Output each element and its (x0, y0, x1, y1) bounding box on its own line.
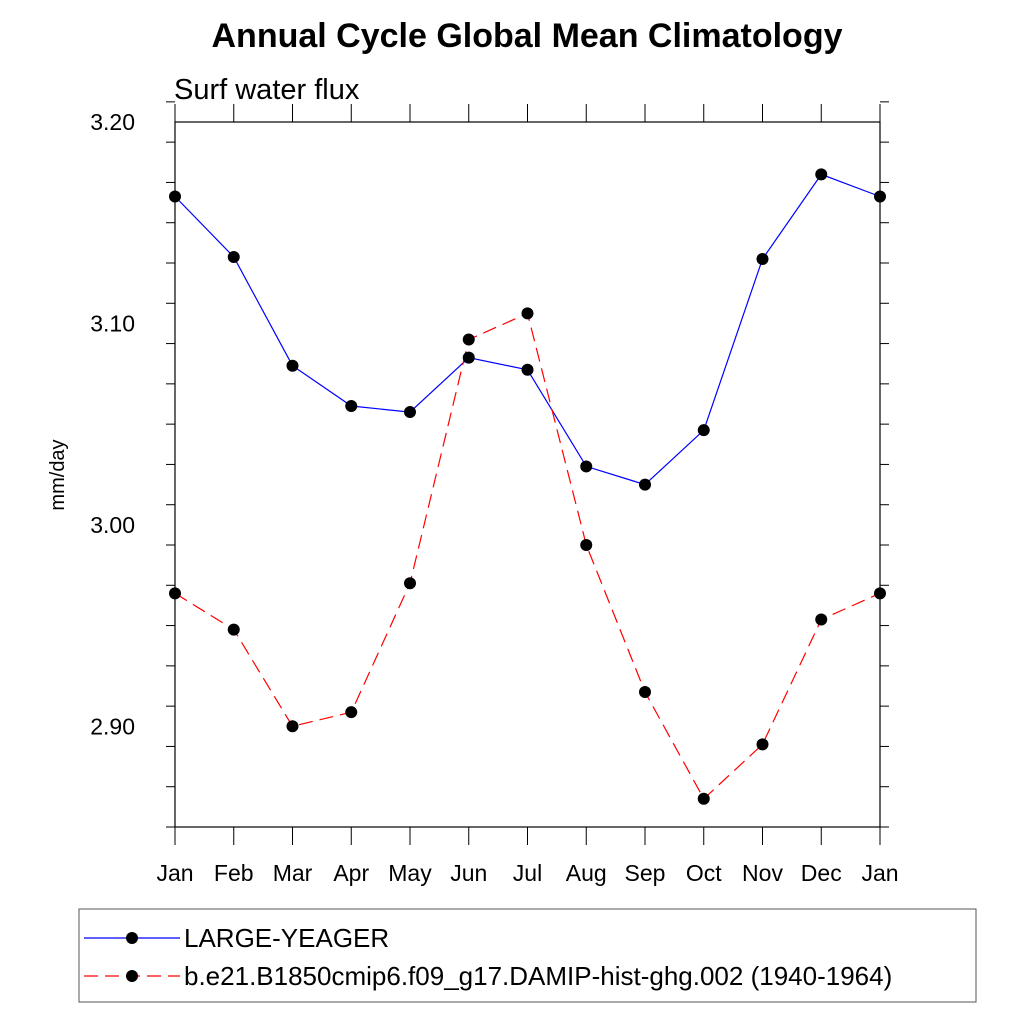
series-2-point (756, 738, 769, 751)
series-1-point (697, 424, 710, 437)
legend-entries: LARGE-YEAGER b.e21.B1850cmip6.f09_g17.DAM… (84, 923, 892, 991)
x-tick-label: Nov (742, 860, 783, 886)
series-2-point (345, 706, 358, 719)
series-2-point (169, 587, 181, 600)
y-tick-label: 3.00 (90, 512, 135, 538)
x-tick-label: Sep (625, 860, 666, 886)
series-1-point (286, 359, 299, 372)
y-tick-label: 2.90 (90, 713, 135, 739)
series-markers (169, 168, 886, 805)
series-1-point (639, 478, 651, 491)
x-tick-label: Apr (333, 860, 369, 886)
x-tick-label: Jun (450, 860, 487, 886)
legend-label-2: b.e21.B1850cmip6.f09_g17.DAMIP-hist-ghg.… (184, 961, 892, 991)
series-2-point (815, 613, 828, 626)
series-1-point (404, 406, 416, 419)
series-1-point (580, 460, 593, 473)
y-tick-label: 3.20 (90, 109, 135, 135)
series-2-point (874, 587, 886, 600)
series-1-point (462, 351, 475, 364)
axis-ticks (166, 101, 889, 845)
x-tick-label: May (388, 860, 432, 886)
y-axis-label: mm/day (47, 439, 69, 510)
legend-marker-2 (126, 970, 138, 982)
x-tick-label: Jan (861, 860, 898, 886)
y-tick-label: 3.10 (90, 310, 135, 336)
series-1-point (874, 190, 886, 203)
x-tick-label: Dec (801, 860, 842, 886)
x-tick-label: Oct (686, 860, 722, 886)
series-2-point (286, 720, 299, 733)
x-tick-label: Aug (566, 860, 607, 886)
series-1-point (227, 250, 240, 263)
y-tick-labels: 2.90 3.00 3.10 3.20 (90, 109, 135, 739)
series-1-point (169, 190, 181, 203)
series-2-point (227, 623, 240, 636)
chart-subtitle: Surf water flux (174, 74, 360, 106)
series-2-point (697, 792, 710, 805)
series-2-point (462, 333, 475, 346)
series-1-point (815, 168, 828, 181)
series-1-point (521, 363, 534, 376)
legend-label-1: LARGE-YEAGER (184, 923, 389, 953)
series-2-point (404, 577, 416, 590)
x-tick-label: Mar (273, 860, 313, 886)
x-tick-label: Jul (513, 860, 542, 886)
series-1-point (345, 400, 358, 413)
series-2-point (521, 307, 534, 320)
legend-box (78, 908, 977, 1003)
series-2-point (639, 686, 651, 699)
series-2-point (580, 539, 593, 551)
x-tick-label: Feb (214, 860, 254, 886)
legend-marker-1 (126, 932, 138, 944)
chart-title: Annual Cycle Global Mean Climatology (212, 17, 843, 55)
series-1-point (756, 252, 769, 265)
legend: LARGE-YEAGER b.e21.B1850cmip6.f09_g17.DAM… (78, 908, 977, 1003)
x-tick-labels: Jan Feb Mar Apr May Jun Jul Aug Sep Oct Nov Dec Jan (156, 860, 898, 886)
x-tick-label: Jan (156, 860, 193, 886)
